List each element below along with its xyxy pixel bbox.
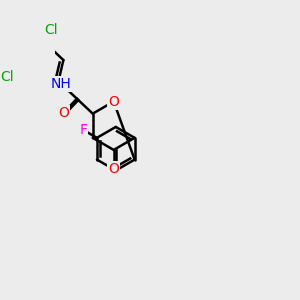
Text: O: O <box>108 94 119 109</box>
Text: O: O <box>58 106 69 120</box>
Text: Cl: Cl <box>44 23 58 37</box>
Text: F: F <box>79 123 87 137</box>
Text: O: O <box>108 162 119 176</box>
Text: NH: NH <box>51 77 71 91</box>
Text: Cl: Cl <box>0 70 14 84</box>
